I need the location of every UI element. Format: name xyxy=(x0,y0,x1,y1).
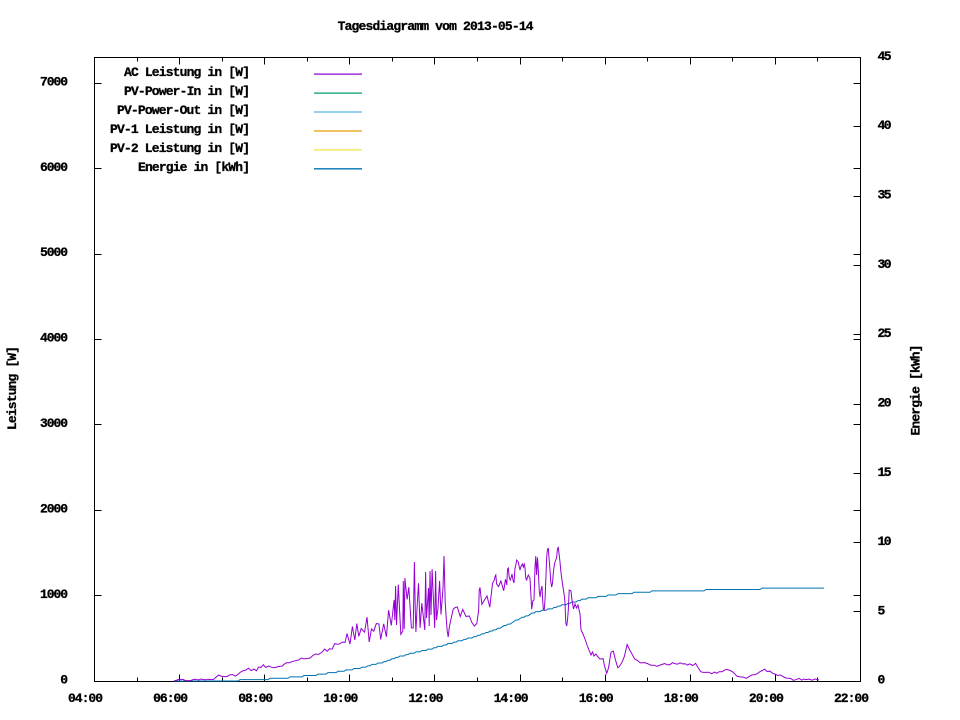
svg-text:16:00: 16:00 xyxy=(579,691,614,706)
svg-text:04:00: 04:00 xyxy=(68,691,103,706)
svg-text:10: 10 xyxy=(878,534,892,549)
svg-text:20:00: 20:00 xyxy=(749,691,784,706)
svg-text:7000: 7000 xyxy=(40,74,68,89)
svg-text:25: 25 xyxy=(878,326,892,341)
svg-text:Energie [kWh]: Energie [kWh] xyxy=(909,345,924,436)
svg-text:PV-1 Leistung in [W]: PV-1 Leistung in [W] xyxy=(110,122,250,137)
svg-text:Tagesdiagramm vom 2013-05-14: Tagesdiagramm vom 2013-05-14 xyxy=(338,19,534,34)
svg-text:0: 0 xyxy=(60,673,68,688)
svg-text:Leistung [W]: Leistung [W] xyxy=(5,346,20,430)
svg-text:15: 15 xyxy=(878,465,892,480)
svg-text:30: 30 xyxy=(878,257,892,272)
svg-text:4000: 4000 xyxy=(40,331,68,346)
svg-text:2000: 2000 xyxy=(40,502,68,517)
svg-text:5000: 5000 xyxy=(40,245,68,260)
svg-text:PV-Power-Out in [W]: PV-Power-Out in [W] xyxy=(117,103,250,118)
svg-text:6000: 6000 xyxy=(40,160,68,175)
svg-text:Energie in [kWh]: Energie in [kWh] xyxy=(138,160,250,175)
svg-text:AC Leistung in [W]: AC Leistung in [W] xyxy=(124,65,250,80)
svg-text:06:00: 06:00 xyxy=(153,691,188,706)
svg-text:20: 20 xyxy=(878,396,892,411)
svg-text:08:00: 08:00 xyxy=(238,691,273,706)
svg-text:0: 0 xyxy=(878,673,886,688)
svg-text:5: 5 xyxy=(878,603,886,618)
svg-text:45: 45 xyxy=(878,49,892,64)
svg-text:PV-Power-In in [W]: PV-Power-In in [W] xyxy=(124,84,250,99)
svg-text:1000: 1000 xyxy=(40,587,68,602)
svg-text:12:00: 12:00 xyxy=(408,691,443,706)
svg-text:10:00: 10:00 xyxy=(323,691,358,706)
svg-text:18:00: 18:00 xyxy=(664,691,699,706)
svg-text:PV-2 Leistung in [W]: PV-2 Leistung in [W] xyxy=(110,141,250,156)
svg-text:40: 40 xyxy=(878,118,892,133)
svg-text:35: 35 xyxy=(878,188,892,203)
svg-text:14:00: 14:00 xyxy=(494,691,529,706)
svg-text:22:00: 22:00 xyxy=(834,691,869,706)
svg-text:3000: 3000 xyxy=(40,416,68,431)
